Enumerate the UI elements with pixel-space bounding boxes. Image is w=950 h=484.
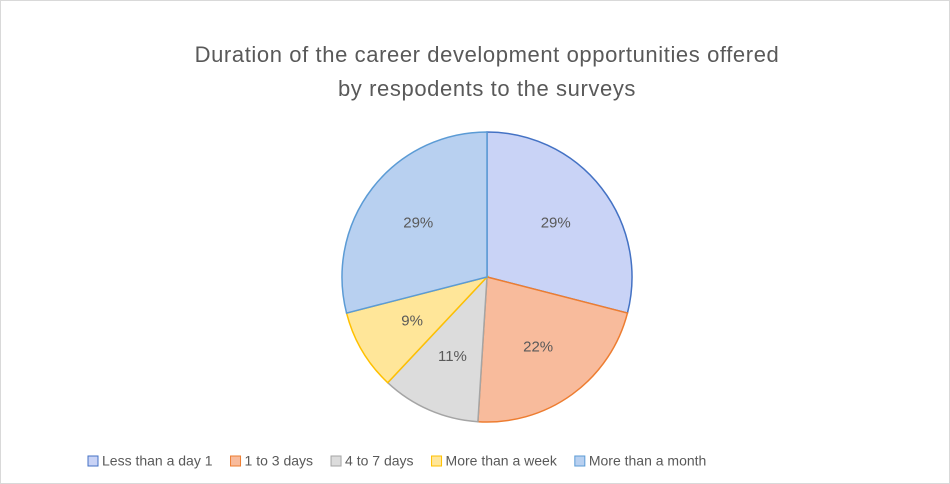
chart-title: by respodents to the surveys — [338, 76, 636, 101]
legend-swatch — [574, 455, 586, 467]
legend-swatch — [431, 455, 443, 467]
pie-slice — [486, 131, 633, 314]
pie-slice — [477, 276, 629, 423]
legend-label: Less than a day 1 — [102, 453, 213, 469]
data-label: 29% — [541, 215, 571, 232]
pie-slice — [386, 274, 488, 423]
data-label: 11% — [438, 348, 467, 365]
pie-slice — [345, 275, 490, 384]
data-label: 29% — [403, 215, 433, 232]
chart-title: Duration of the career development oppor… — [195, 42, 780, 67]
legend-label: More than a week — [446, 453, 558, 469]
legend-swatch — [87, 455, 99, 467]
pie-slice — [341, 131, 488, 314]
legend-label: 4 to 7 days — [345, 453, 414, 469]
legend-swatch — [330, 455, 342, 467]
data-label: 9% — [401, 312, 423, 329]
legend-label: 1 to 3 days — [245, 453, 314, 469]
legend-label: More than a month — [589, 453, 707, 469]
data-label: 22% — [523, 338, 553, 355]
legend-swatch — [230, 455, 242, 467]
